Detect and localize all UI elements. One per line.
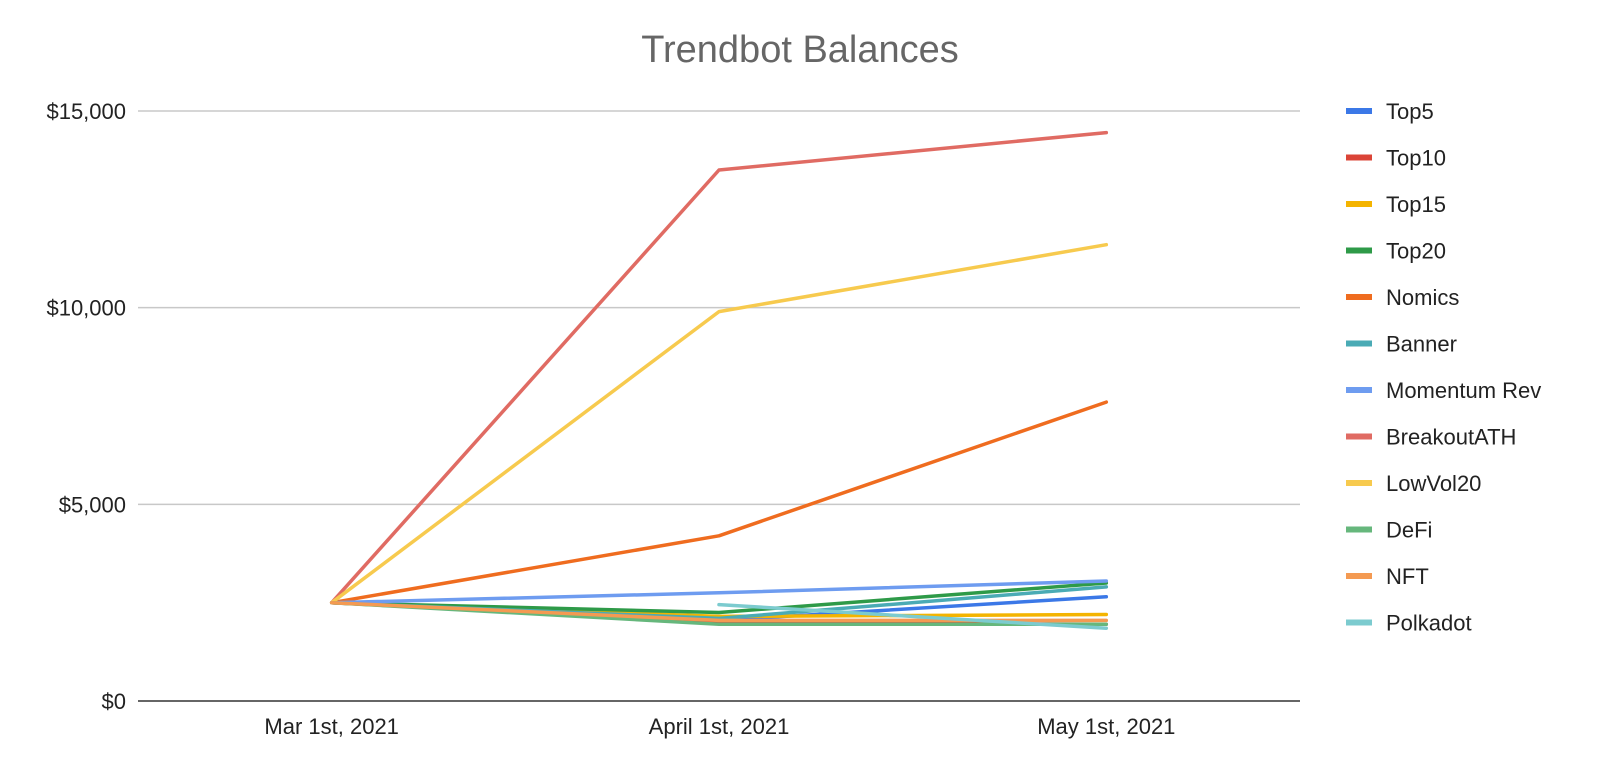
series-line-momentum-rev — [329, 579, 1109, 605]
legend-label: Top15 — [1386, 192, 1446, 217]
legend-item-top5[interactable]: Top5 — [1346, 99, 1434, 124]
legend-item-top20[interactable]: Top20 — [1346, 239, 1446, 264]
legend-label: BreakoutATH — [1386, 425, 1516, 450]
x-tick-label: May 1st, 2021 — [1037, 714, 1175, 739]
legend-item-banner[interactable]: Banner — [1346, 332, 1457, 357]
y-tick-label: $0 — [102, 689, 126, 714]
legend-swatch — [1346, 573, 1372, 579]
series-line-nomics — [329, 400, 1109, 605]
legend-item-top10[interactable]: Top10 — [1346, 146, 1446, 171]
series-line-lowvol20 — [329, 242, 1109, 605]
legend-item-lowvol20[interactable]: LowVol20 — [1346, 471, 1481, 496]
legend-item-nomics[interactable]: Nomics — [1346, 285, 1459, 310]
legend-label: NFT — [1386, 564, 1429, 589]
y-tick-label: $10,000 — [46, 296, 126, 321]
legend-item-top15[interactable]: Top15 — [1346, 192, 1446, 217]
legend-swatch — [1346, 526, 1372, 533]
legend-swatch — [1346, 201, 1372, 207]
legend-label: Momentum Rev — [1386, 378, 1541, 403]
legend-swatch — [1346, 108, 1372, 114]
legend-swatch — [1346, 433, 1372, 440]
series-line-top20 — [329, 581, 1109, 615]
legend-item-nft[interactable]: NFT — [1346, 564, 1429, 589]
legend-item-defi[interactable]: DeFi — [1346, 518, 1432, 543]
gridlines — [138, 110, 1300, 702]
legend-swatch — [1346, 247, 1372, 254]
legend-label: Banner — [1386, 332, 1457, 357]
legend-label: Top5 — [1386, 99, 1434, 124]
legend-swatch — [1346, 480, 1372, 486]
legend-label: Top10 — [1386, 146, 1446, 171]
series-line-breakoutath — [329, 130, 1109, 605]
x-axis-ticks: Mar 1st, 2021 April 1st, 2021 May 1st, 202… — [264, 714, 1175, 739]
legend-label: Polkadot — [1386, 611, 1472, 636]
y-tick-label: $5,000 — [59, 492, 126, 517]
legend[interactable]: Top5 Top10 Top15 Top20 Nomics Banner Momentum … — [1346, 99, 1541, 636]
y-tick-label: $15,000 — [46, 99, 126, 124]
legend-swatch — [1346, 387, 1372, 393]
legend-item-breakoutath[interactable]: BreakoutATH — [1346, 425, 1516, 450]
x-tick-label: April 1st, 2021 — [649, 714, 790, 739]
chart-title: Trendbot Balances — [641, 29, 959, 71]
legend-item-polkadot[interactable]: Polkadot — [1346, 611, 1472, 636]
legend-label: Nomics — [1386, 285, 1459, 310]
y-axis-ticks: $0 $5,000 $10,000 $15,000 — [46, 99, 126, 714]
legend-label: LowVol20 — [1386, 471, 1481, 496]
series-lines — [329, 130, 1109, 630]
legend-swatch — [1346, 294, 1372, 300]
legend-swatch — [1346, 619, 1372, 626]
x-tick-label: Mar 1st, 2021 — [264, 714, 399, 739]
legend-label: DeFi — [1386, 518, 1432, 543]
series-line-polkadot — [717, 602, 1109, 630]
legend-swatch — [1346, 340, 1372, 347]
legend-item-momentum-rev[interactable]: Momentum Rev — [1346, 378, 1541, 403]
legend-swatch — [1346, 154, 1372, 161]
legend-label: Top20 — [1386, 239, 1446, 264]
